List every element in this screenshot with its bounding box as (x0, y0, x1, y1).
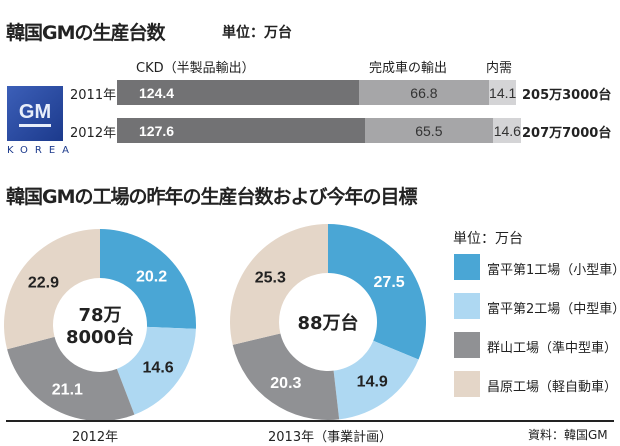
gm-logo: GM (7, 86, 63, 141)
center-label: 8000台 (66, 326, 134, 348)
legend-label: 富平第2工場（中型車） (487, 302, 620, 317)
bar-year-2011: 2011年 (70, 88, 117, 103)
legend-label: 昌原工場（軽自動車） (487, 380, 618, 395)
legend-swatch (454, 293, 480, 319)
bar-segment: 124.4 (117, 80, 359, 105)
donut-slice (333, 340, 419, 420)
bar-2012: 127.6 65.5 14.6 (117, 118, 521, 143)
unit-label: 単位：万台 (222, 25, 292, 41)
center-label: 78万 (78, 305, 121, 326)
slice-label: 21.1 (52, 382, 83, 399)
legend-ckd: CKD（半製品輸出） (136, 61, 255, 76)
title-production: 韓国GMの生産台数 (6, 22, 166, 44)
bar-segment: 66.8 (358, 80, 489, 105)
bar-segment: 127.6 (117, 118, 366, 143)
total-2011: 205万3000台 (522, 88, 612, 103)
donut-slice (100, 229, 196, 329)
donut-slice (116, 326, 196, 415)
logo-korea: KOREA (7, 145, 76, 156)
bar-segment: 14.6 (492, 118, 521, 143)
donut-slice (232, 333, 340, 420)
donut-slice (328, 224, 426, 360)
slice-label: 22.9 (28, 274, 59, 291)
total-2012: 207万7000台 (522, 126, 612, 141)
legend-swatch (454, 371, 480, 397)
legend-label: 群山工場（準中型車） (487, 341, 618, 356)
donut-slice (230, 224, 328, 345)
slice-label: 20.2 (136, 268, 167, 285)
divider (6, 420, 614, 422)
center-label: 88万台 (297, 312, 358, 334)
legend-export: 完成車の輸出 (369, 61, 448, 76)
slice-label: 14.6 (143, 360, 174, 377)
legend-domestic: 内需 (486, 61, 513, 76)
donut-slice (3, 229, 100, 350)
donut-slice (7, 336, 135, 420)
gm-logo-text: GM (18, 101, 52, 127)
slice-label: 27.5 (374, 274, 405, 291)
slice-label: 20.3 (270, 375, 301, 392)
pie-title-2012: 2012年 (72, 430, 119, 445)
legend-label: 富平第1工場（小型車） (487, 263, 620, 278)
pie-title-2013: 2013年（事業計画） (268, 430, 393, 445)
legend-swatch (454, 332, 480, 358)
slice-label: 25.3 (255, 269, 286, 286)
legend-unit: 単位：万台 (453, 231, 523, 247)
legend-swatch (454, 254, 480, 280)
bar-segment: 14.1 (488, 80, 517, 105)
bar-2011: 124.4 66.8 14.1 (117, 80, 517, 105)
title-plants: 韓国GMの工場の昨年の生産台数および今年の目標 (6, 186, 418, 208)
bar-segment: 65.5 (365, 118, 493, 143)
bar-year-2012: 2012年 (70, 126, 117, 141)
slice-label: 14.9 (357, 374, 388, 391)
source: 資料：韓国GM (528, 428, 608, 442)
